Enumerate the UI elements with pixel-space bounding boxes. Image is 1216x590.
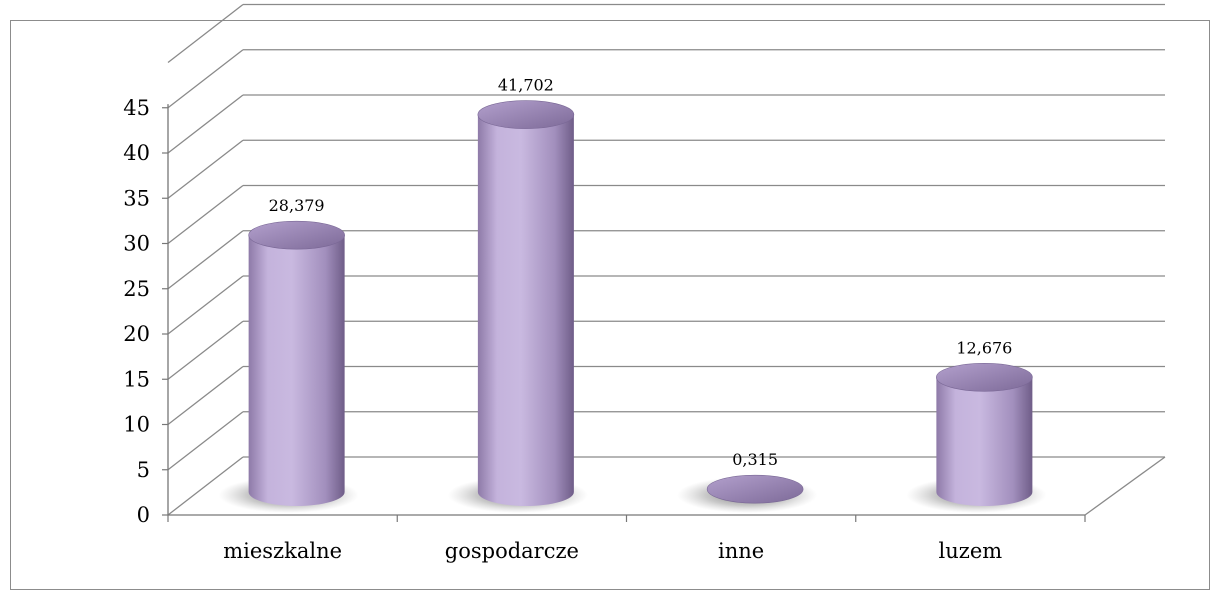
bar-luzem bbox=[906, 362, 1047, 513]
category-label: gospodarcze bbox=[445, 539, 579, 563]
grid-diagonal bbox=[167, 184, 244, 245]
grid-diagonal bbox=[167, 3, 244, 64]
grid-diagonal bbox=[167, 456, 244, 516]
floor-edge bbox=[1084, 456, 1166, 516]
bar-cap bbox=[706, 474, 804, 504]
bar-body bbox=[248, 235, 345, 507]
grid-diagonal bbox=[167, 94, 244, 154]
category-label: luzem bbox=[939, 539, 1003, 563]
grid-diagonal bbox=[167, 139, 244, 199]
bar-cap bbox=[936, 362, 1033, 392]
bar-gospodarcze bbox=[447, 100, 588, 513]
y-tick-label: 35 bbox=[123, 186, 150, 210]
category-labels: mieszkalne gospodarcze inne luzem bbox=[223, 539, 1002, 563]
grid-diagonal bbox=[167, 411, 244, 471]
bar-mieszkalne bbox=[218, 220, 359, 513]
grid-diagonal bbox=[167, 49, 244, 109]
bar-body bbox=[477, 114, 574, 507]
y-tick-label: 45 bbox=[123, 96, 150, 120]
data-label: 41,702 bbox=[498, 76, 554, 95]
grid-diagonal bbox=[167, 275, 244, 335]
data-label: 12,676 bbox=[956, 338, 1012, 357]
data-label: 28,379 bbox=[269, 196, 325, 215]
bar-body bbox=[936, 377, 1033, 507]
y-tick-label: 15 bbox=[123, 367, 150, 391]
y-tick-labels: 0 5 10 15 20 25 30 35 40 45 bbox=[123, 96, 168, 527]
grid-diagonal bbox=[167, 320, 244, 380]
bar-cap bbox=[477, 100, 575, 129]
y-tick-label: 40 bbox=[123, 141, 150, 165]
y-tick-label: 5 bbox=[137, 458, 150, 482]
y-tick-label: 30 bbox=[123, 232, 150, 256]
y-tick-label: 25 bbox=[123, 277, 150, 301]
y-tick-label: 0 bbox=[137, 503, 150, 527]
data-labels: 28,379 41,702 0,315 12,676 bbox=[269, 76, 1013, 470]
bars bbox=[218, 100, 1047, 513]
grid-diagonal bbox=[167, 230, 244, 290]
y-tick-label: 10 bbox=[123, 413, 150, 437]
bar-inne bbox=[677, 474, 818, 513]
bar-cap bbox=[248, 220, 345, 250]
y-tick-label: 20 bbox=[123, 322, 150, 346]
axes bbox=[167, 104, 1166, 522]
category-label: mieszkalne bbox=[223, 539, 342, 563]
data-label: 0,315 bbox=[732, 450, 778, 469]
grid-diagonal bbox=[167, 365, 244, 426]
category-label: inne bbox=[718, 539, 764, 563]
